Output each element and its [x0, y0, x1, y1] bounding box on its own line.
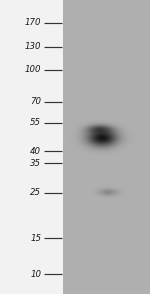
Text: 170: 170: [25, 18, 41, 27]
Text: 130: 130: [25, 42, 41, 51]
Text: 70: 70: [30, 97, 41, 106]
Text: 35: 35: [30, 158, 41, 168]
Bar: [0, 0, 63, 294]
Text: 40: 40: [30, 147, 41, 156]
Text: 100: 100: [25, 66, 41, 74]
Text: 25: 25: [30, 188, 41, 198]
Text: 55: 55: [30, 118, 41, 128]
Text: 10: 10: [30, 270, 41, 279]
Text: 15: 15: [30, 234, 41, 243]
